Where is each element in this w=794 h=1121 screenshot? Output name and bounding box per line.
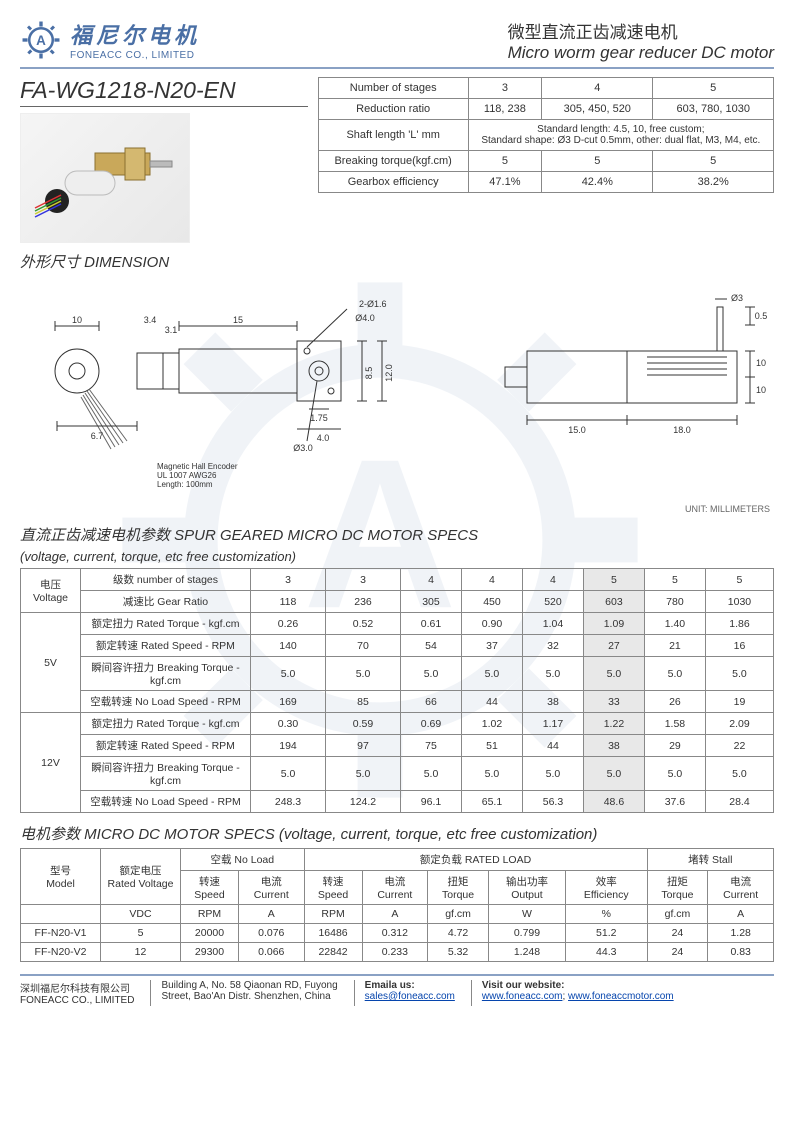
footer-address: Building A, No. 58 Qiaonan RD, FuyongStr… xyxy=(150,980,337,1006)
footer-company-en: FONEACC CO., LIMITED xyxy=(20,995,134,1006)
title-block: 微型直流正齿减速电机 Micro worm gear reducer DC mo… xyxy=(508,18,774,63)
gearbox-spec-table: Number of stages345Reduction ratio118, 2… xyxy=(318,77,774,193)
svg-text:15: 15 xyxy=(233,315,243,325)
svg-text:Length: 100mm: Length: 100mm xyxy=(157,480,213,489)
svg-text:6.7: 6.7 xyxy=(91,431,104,441)
footer-email-label: Emaila us: xyxy=(365,980,415,991)
motor-spec-table: 型号 Model额定电压 Rated Voltage空载 No Load额定负载… xyxy=(20,848,774,962)
svg-text:UL 1007 AWG26: UL 1007 AWG26 xyxy=(157,471,217,480)
title-cn: 微型直流正齿减速电机 xyxy=(508,18,774,43)
svg-text:10: 10 xyxy=(756,358,766,368)
dimension-title: 外形尺寸 DIMENSION xyxy=(20,251,774,272)
logo-block: A 福尼尔电机 FONEACC CO., LIMITED xyxy=(20,18,200,61)
svg-text:0.5: 0.5 xyxy=(755,311,767,321)
svg-text:10: 10 xyxy=(72,315,82,325)
logo-text-en: FONEACC CO., LIMITED xyxy=(70,50,200,61)
dimension-drawing: 10 Magnetic Hall Encoder UL 1007 AWG26 L… xyxy=(20,276,774,516)
spur-spec-table: 电压 Voltage级数 number of stages33444555减速比… xyxy=(20,568,774,813)
svg-text:Magnetic Hall Encoder: Magnetic Hall Encoder xyxy=(157,462,238,471)
title-en: Micro worm gear reducer DC motor xyxy=(508,43,774,63)
model-number: FA-WG1218-N20-EN xyxy=(20,77,308,107)
logo-text-cn: 福尼尔电机 xyxy=(70,18,200,50)
dimension-unit-note: UNIT: MILLIMETERS xyxy=(685,504,770,514)
svg-text:8.5: 8.5 xyxy=(364,367,374,380)
spur-section-title: 直流正齿减速电机参数 SPUR GEARED MICRO DC MOTOR SP… xyxy=(20,524,774,545)
svg-text:A: A xyxy=(36,33,46,48)
svg-text:1.75: 1.75 xyxy=(310,413,328,423)
page-footer: 深圳福尼尔科技有限公司 FONEACC CO., LIMITED Buildin… xyxy=(20,974,774,1006)
footer-web-link-1[interactable]: www.foneacc.com xyxy=(482,991,563,1002)
svg-text:12.0: 12.0 xyxy=(384,364,394,382)
svg-text:18.0: 18.0 xyxy=(673,425,691,435)
svg-text:15.0: 15.0 xyxy=(568,425,586,435)
svg-text:2-Ø1.6: 2-Ø1.6 xyxy=(359,299,387,309)
footer-web-link-2[interactable]: www.foneaccmotor.com xyxy=(568,991,674,1002)
svg-text:10: 10 xyxy=(756,385,766,395)
motor-section-title: 电机参数 MICRO DC MOTOR SPECS (voltage, curr… xyxy=(20,823,774,844)
product-image xyxy=(20,113,190,243)
svg-text:3.4: 3.4 xyxy=(144,315,157,325)
svg-text:4.0: 4.0 xyxy=(317,433,330,443)
page-header: A 福尼尔电机 FONEACC CO., LIMITED 微型直流正齿减速电机 … xyxy=(20,18,774,69)
svg-text:Ø3: Ø3 xyxy=(731,293,743,303)
spur-section-subtitle: (voltage, current, torque, etc free cust… xyxy=(20,549,774,564)
svg-text:Ø3.0: Ø3.0 xyxy=(293,443,313,453)
gear-logo-icon: A xyxy=(20,19,62,61)
svg-text:3.1: 3.1 xyxy=(165,325,178,335)
footer-company-cn: 深圳福尼尔科技有限公司 xyxy=(20,980,134,995)
footer-email-link[interactable]: sales@foneacc.com xyxy=(365,991,455,1002)
footer-web-label: Visit our website: xyxy=(482,980,565,991)
svg-text:Ø4.0: Ø4.0 xyxy=(355,313,375,323)
